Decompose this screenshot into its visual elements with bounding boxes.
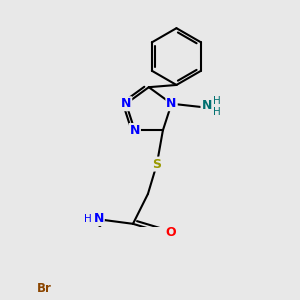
Text: H: H [213,107,221,117]
Text: Br: Br [37,282,52,295]
Text: O: O [165,226,175,239]
Text: H: H [84,214,92,224]
Text: N: N [202,99,212,112]
Text: N: N [93,212,104,225]
Text: S: S [152,158,161,171]
Text: H: H [213,97,221,106]
Text: N: N [130,124,140,137]
Text: N: N [121,97,131,110]
Text: N: N [167,97,177,110]
